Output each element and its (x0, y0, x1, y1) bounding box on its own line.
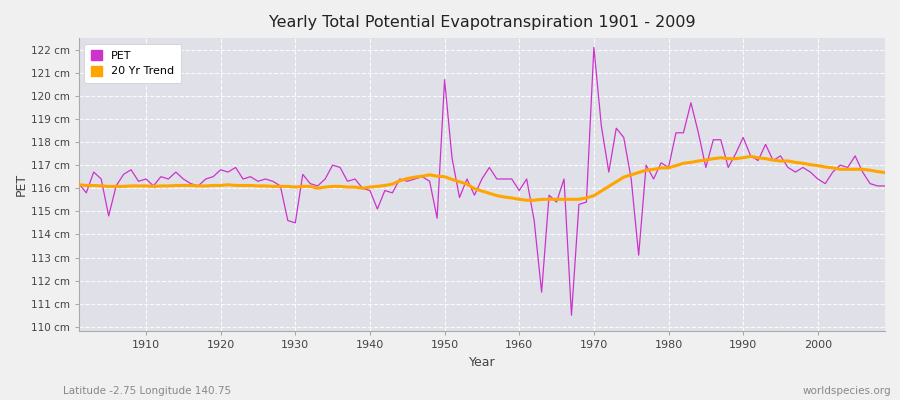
20 Yr Trend (879, 170, 890, 175)
X-axis label: Year: Year (469, 356, 495, 369)
Legend: PET, 20 Yr Trend: PET, 20 Yr Trend (85, 44, 181, 83)
Line: PET: PET (79, 47, 885, 315)
PET (514, 188, 525, 193)
Text: worldspecies.org: worldspecies.org (803, 386, 891, 396)
Text: Latitude -2.75 Longitude 140.75: Latitude -2.75 Longitude 140.75 (63, 386, 231, 396)
PET (879, 184, 890, 188)
Y-axis label: PET: PET (15, 173, 28, 196)
Title: Yearly Total Potential Evapotranspiration 1901 - 2009: Yearly Total Potential Evapotranspiratio… (268, 15, 695, 30)
20 Yr Trend (514, 197, 525, 202)
20 Yr Trend (507, 196, 517, 200)
PET (566, 313, 577, 318)
20 Yr Trend (342, 185, 353, 190)
PET (74, 181, 85, 186)
20 Yr Trend (133, 184, 144, 188)
PET (342, 179, 353, 184)
PET (133, 179, 144, 184)
PET (589, 45, 599, 50)
PET (507, 176, 517, 181)
20 Yr Trend (521, 198, 532, 203)
20 Yr Trend (74, 182, 85, 187)
20 Yr Trend (745, 154, 756, 159)
PET (297, 172, 308, 177)
20 Yr Trend (611, 179, 622, 184)
20 Yr Trend (297, 184, 308, 189)
PET (618, 135, 629, 140)
Line: 20 Yr Trend: 20 Yr Trend (79, 156, 885, 200)
